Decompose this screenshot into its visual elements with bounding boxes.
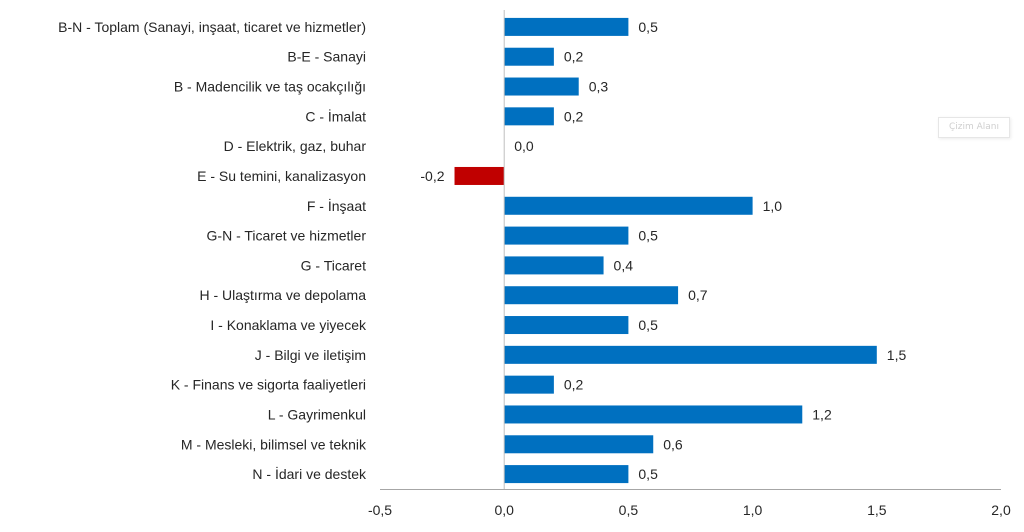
x-tick-label: 1,0 <box>743 502 763 518</box>
category-label: G - Ticaret <box>301 257 366 273</box>
bar-15 <box>504 465 629 484</box>
x-tick-label: 1,5 <box>867 502 887 518</box>
bar-6 <box>504 196 753 215</box>
value-label: 0,4 <box>614 257 634 273</box>
category-label: G-N - Ticaret ve hizmetler <box>207 228 367 244</box>
value-label: 0,5 <box>638 466 658 482</box>
value-label: 0,2 <box>564 377 584 393</box>
value-label: 1,2 <box>812 406 832 422</box>
category-label: J - Bilgi ve iletişim <box>255 347 366 363</box>
x-tick-label: -0,5 <box>368 502 392 518</box>
category-labels: B-N - Toplam (Sanayi, inşaat, ticaret ve… <box>58 19 367 482</box>
x-axis-ticks: -0,5 0,0 0,5 1,0 1,5 2,0 <box>368 502 1011 518</box>
bar-2 <box>504 77 579 96</box>
x-tick-label: 0,0 <box>494 502 514 518</box>
bar-8 <box>504 256 604 275</box>
x-tick-label: 2,0 <box>991 502 1011 518</box>
category-label: F - İnşaat <box>307 197 366 214</box>
category-label: I - Konaklama ve yiyecek <box>210 317 367 333</box>
bar-5 <box>454 166 505 185</box>
category-label: N - İdari ve destek <box>252 465 367 482</box>
bar-12 <box>504 375 554 394</box>
category-label: D - Elektrik, gaz, buhar <box>224 138 367 154</box>
value-label: 0,2 <box>564 49 584 65</box>
category-label: L - Gayrimenkul <box>268 406 366 422</box>
value-label: 0,5 <box>638 19 658 35</box>
value-label: 0,2 <box>564 108 584 124</box>
category-label: B-E - Sanayi <box>287 49 366 65</box>
category-label: H - Ulaştırma ve depolama <box>199 287 366 303</box>
bar-10 <box>504 316 629 335</box>
value-label: 0,3 <box>589 79 609 95</box>
x-tick-label: 0,5 <box>619 502 639 518</box>
bar-1 <box>504 47 554 66</box>
category-label: B-N - Toplam (Sanayi, inşaat, ticaret ve… <box>58 19 366 35</box>
value-label: 1,0 <box>763 198 783 214</box>
bar-11 <box>504 345 877 364</box>
bar-13 <box>504 405 803 424</box>
value-label: -0,2 <box>420 168 444 184</box>
value-label: 0,0 <box>514 138 534 154</box>
category-label: B - Madencilik ve taş ocakçılığı <box>174 79 366 95</box>
category-label: K - Finans ve sigorta faaliyetleri <box>171 377 366 393</box>
category-label: E - Su temini, kanalizasyon <box>197 168 366 184</box>
bar-0 <box>504 17 629 36</box>
category-label: C - İmalat <box>305 107 366 124</box>
bar-14 <box>504 435 654 454</box>
bar-9 <box>504 286 679 305</box>
value-label: 0,5 <box>638 228 658 244</box>
bar-3 <box>504 107 554 126</box>
bar-7 <box>504 226 629 245</box>
bars-group <box>454 17 877 484</box>
value-label: 0,7 <box>688 287 708 303</box>
value-label: 0,6 <box>663 436 683 452</box>
plot-area-tooltip: Çizim Alanı <box>938 117 1010 138</box>
value-labels: 0,50,20,30,20,0-0,21,00,50,40,70,51,50,2… <box>420 19 906 482</box>
category-label: M - Mesleki, bilimsel ve teknik <box>181 436 367 452</box>
value-label: 1,5 <box>887 347 907 363</box>
value-label: 0,5 <box>638 317 658 333</box>
